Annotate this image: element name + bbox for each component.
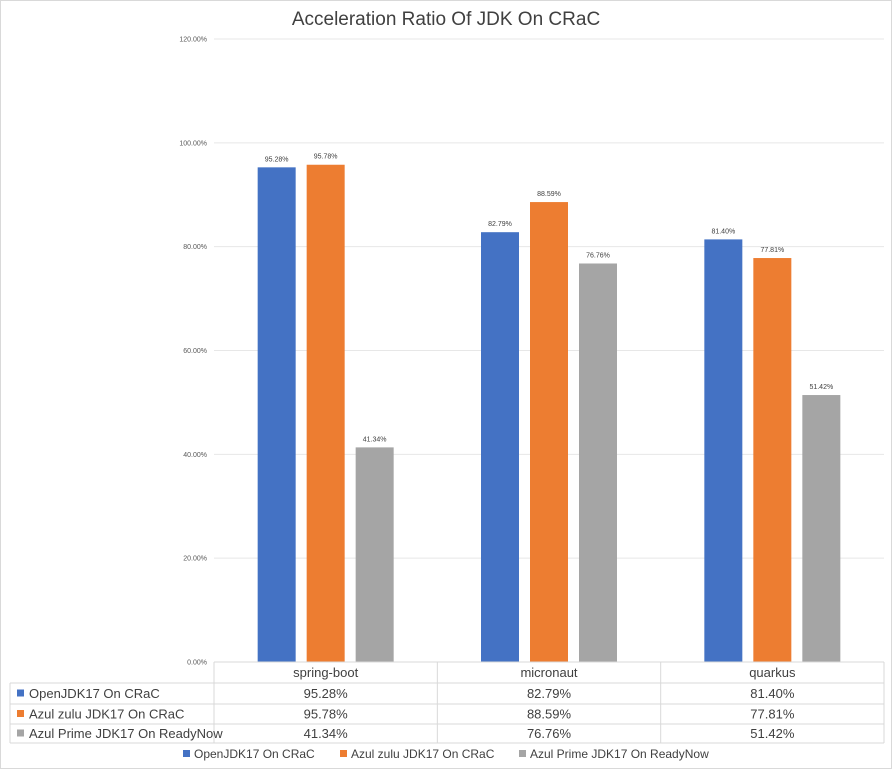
table-legend-key bbox=[17, 729, 24, 737]
bar bbox=[530, 202, 568, 662]
table-cell: 51.42% bbox=[750, 726, 795, 741]
y-tick-label: 80.00% bbox=[183, 244, 207, 251]
data-label: 76.76% bbox=[586, 252, 610, 259]
y-tick-label: 60.00% bbox=[183, 348, 207, 355]
table-cell: 95.78% bbox=[304, 707, 349, 722]
bar bbox=[802, 395, 841, 662]
table-series-name: Azul Prime JDK17 On ReadyNow bbox=[29, 726, 223, 741]
y-tick-label: 40.00% bbox=[183, 452, 207, 459]
table-cell: 81.40% bbox=[750, 686, 795, 701]
table-cell: 82.79% bbox=[527, 686, 572, 701]
table-cell: 88.59% bbox=[527, 707, 572, 722]
data-label: 81.40% bbox=[711, 228, 735, 235]
data-label: 88.59% bbox=[537, 191, 561, 198]
y-tick-label: 20.00% bbox=[183, 556, 207, 563]
bar bbox=[579, 263, 617, 662]
chart-title: Acceleration Ratio Of JDK On CRaC bbox=[291, 9, 601, 30]
legend-label: OpenJDK17 On CRaC bbox=[194, 747, 315, 761]
table-series-name: Azul zulu JDK17 On CRaC bbox=[29, 707, 184, 722]
data-label: 95.28% bbox=[265, 156, 289, 163]
bar bbox=[704, 239, 743, 663]
table-series-name: OpenJDK17 On CRaC bbox=[29, 686, 160, 701]
legend-label: Azul zulu JDK17 On CRaC bbox=[351, 747, 495, 761]
legend-key bbox=[183, 750, 190, 757]
category-label: spring-boot bbox=[293, 665, 358, 680]
data-label: 77.81% bbox=[760, 247, 784, 254]
category-label: micronaut bbox=[520, 665, 577, 680]
y-tick-label: 100.00% bbox=[179, 140, 207, 147]
bar bbox=[306, 164, 345, 662]
table-legend-key bbox=[17, 710, 24, 717]
legend-key bbox=[340, 750, 347, 757]
table-legend-key bbox=[17, 689, 24, 697]
legend-key bbox=[519, 750, 526, 757]
table-cell: 95.28% bbox=[304, 686, 349, 701]
table-cell: 41.34% bbox=[304, 726, 349, 741]
table-cell: 76.76% bbox=[527, 726, 572, 741]
bar bbox=[257, 167, 296, 662]
data-label: 95.78% bbox=[314, 154, 338, 161]
bar bbox=[355, 447, 394, 662]
y-tick-label: 0.00% bbox=[187, 660, 207, 667]
bar bbox=[481, 232, 519, 662]
legend-label: Azul Prime JDK17 On ReadyNow bbox=[530, 747, 709, 761]
bar bbox=[753, 258, 792, 662]
table-cell: 77.81% bbox=[750, 707, 795, 722]
data-label: 51.42% bbox=[809, 384, 833, 391]
category-label: quarkus bbox=[749, 665, 796, 680]
data-label: 82.79% bbox=[488, 221, 512, 228]
data-label: 41.34% bbox=[363, 436, 387, 443]
y-tick-label: 120.00% bbox=[179, 37, 207, 44]
